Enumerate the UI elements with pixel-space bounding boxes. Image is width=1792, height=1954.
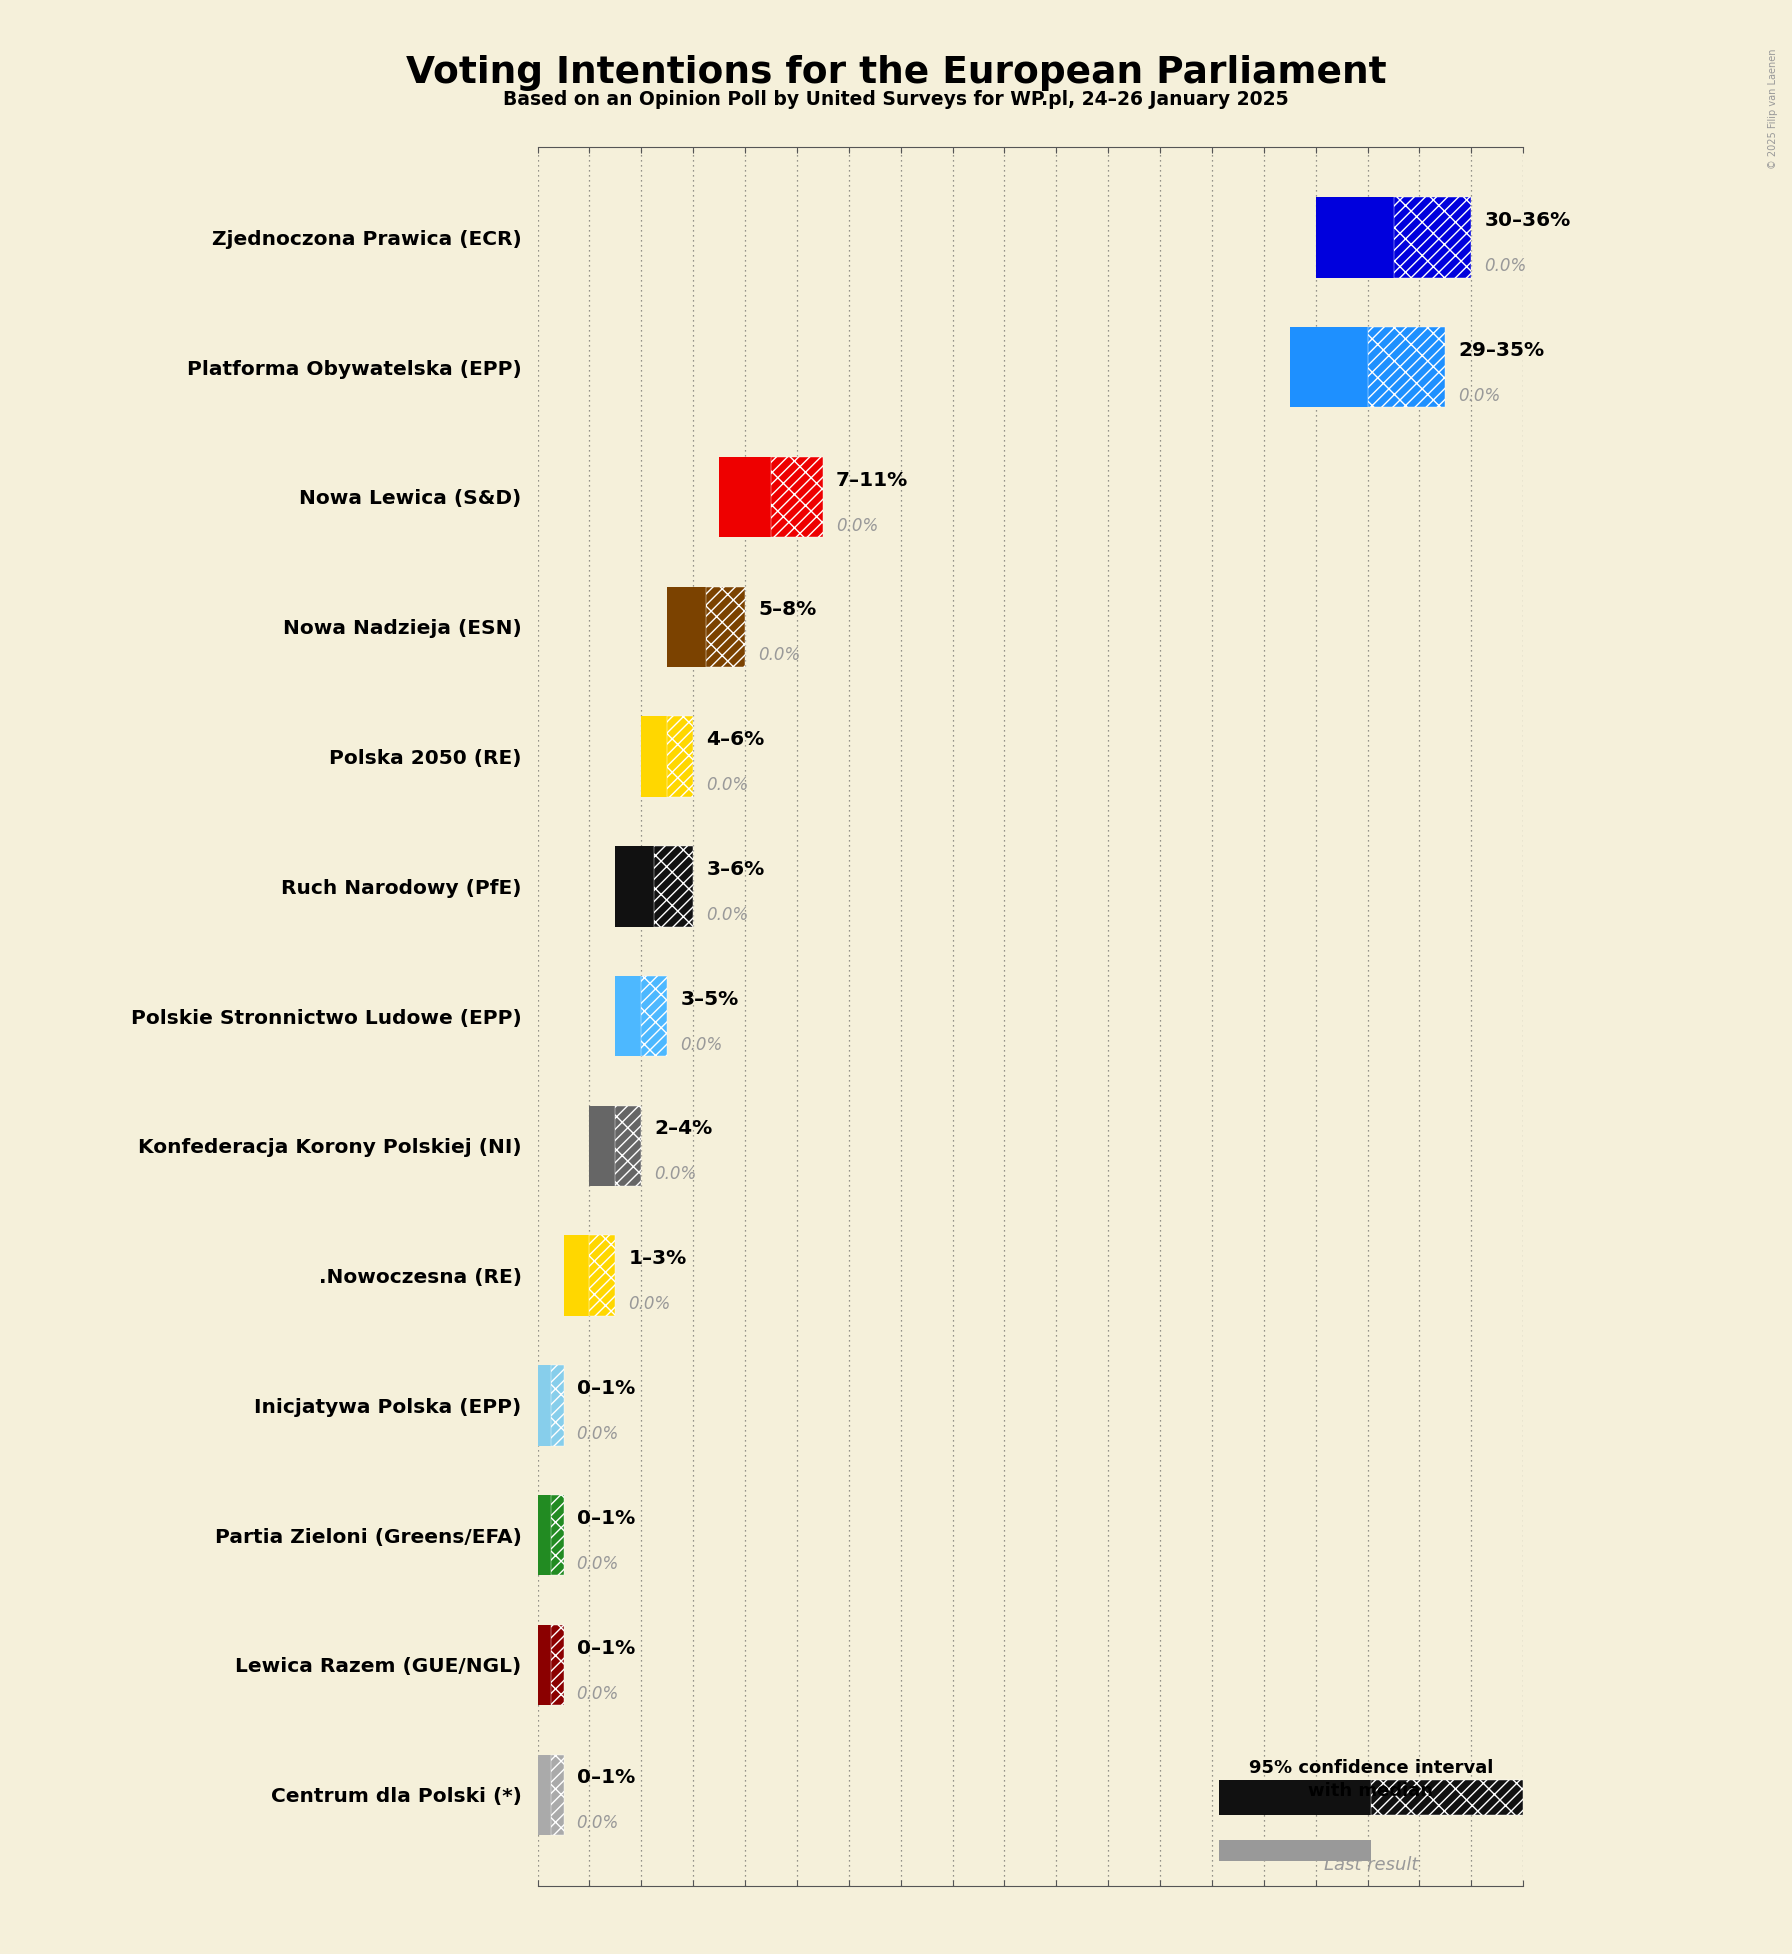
Bar bbox=[1367, 326, 1446, 406]
Text: 3–6%: 3–6% bbox=[706, 860, 765, 879]
Bar bbox=[615, 1106, 642, 1186]
Text: 0.0%: 0.0% bbox=[577, 1424, 618, 1442]
Text: 0.0%: 0.0% bbox=[1459, 387, 1500, 404]
Text: © 2025 Filip van Laenen: © 2025 Filip van Laenen bbox=[1767, 49, 1778, 170]
Text: 1–3%: 1–3% bbox=[629, 1249, 686, 1268]
Text: 0–1%: 0–1% bbox=[577, 1768, 634, 1788]
Text: 0–1%: 0–1% bbox=[577, 1508, 634, 1528]
Text: 0.0%: 0.0% bbox=[577, 1684, 618, 1702]
Bar bbox=[550, 1626, 563, 1706]
Text: 5–8%: 5–8% bbox=[758, 600, 817, 619]
Bar bbox=[1315, 197, 1394, 277]
Bar bbox=[771, 457, 823, 537]
Bar bbox=[563, 1235, 590, 1315]
Bar bbox=[615, 846, 654, 926]
Bar bbox=[1219, 1780, 1371, 1815]
Text: 0.0%: 0.0% bbox=[706, 776, 749, 793]
Bar bbox=[642, 717, 667, 797]
Text: 4–6%: 4–6% bbox=[706, 731, 765, 748]
Bar bbox=[538, 1366, 550, 1446]
Text: 2–4%: 2–4% bbox=[654, 1120, 713, 1139]
Text: 7–11%: 7–11% bbox=[835, 471, 909, 490]
Text: 0.0%: 0.0% bbox=[1484, 256, 1527, 276]
Bar bbox=[667, 586, 706, 666]
Bar bbox=[654, 846, 694, 926]
Bar bbox=[719, 457, 771, 537]
Bar bbox=[538, 1755, 550, 1835]
Bar bbox=[1394, 197, 1471, 277]
Text: 0–1%: 0–1% bbox=[577, 1639, 634, 1657]
Text: 3–5%: 3–5% bbox=[681, 991, 738, 1008]
Text: 0.0%: 0.0% bbox=[629, 1296, 670, 1313]
Bar bbox=[1290, 326, 1367, 406]
Bar bbox=[550, 1755, 563, 1835]
Bar bbox=[538, 1626, 550, 1706]
Bar bbox=[590, 1106, 615, 1186]
Bar bbox=[1219, 1841, 1371, 1860]
Text: Voting Intentions for the European Parliament: Voting Intentions for the European Parli… bbox=[405, 55, 1387, 90]
Bar bbox=[550, 1495, 563, 1575]
Text: 0.0%: 0.0% bbox=[835, 516, 878, 535]
Text: 0.0%: 0.0% bbox=[758, 647, 801, 664]
Text: 29–35%: 29–35% bbox=[1459, 340, 1545, 360]
Text: 0.0%: 0.0% bbox=[577, 1815, 618, 1833]
Bar bbox=[642, 975, 667, 1057]
Text: 0–1%: 0–1% bbox=[577, 1380, 634, 1397]
Bar bbox=[550, 1366, 563, 1446]
Text: 0.0%: 0.0% bbox=[706, 907, 749, 924]
Bar bbox=[1371, 1780, 1523, 1815]
Text: Based on an Opinion Poll by United Surveys for WP.pl, 24–26 January 2025: Based on an Opinion Poll by United Surve… bbox=[504, 90, 1288, 109]
Bar bbox=[615, 975, 642, 1057]
Text: 0.0%: 0.0% bbox=[681, 1036, 722, 1053]
Text: 95% confidence interval: 95% confidence interval bbox=[1249, 1759, 1493, 1776]
Text: 0.0%: 0.0% bbox=[654, 1165, 697, 1184]
Text: 0.0%: 0.0% bbox=[577, 1555, 618, 1573]
Text: Last result: Last result bbox=[1324, 1856, 1417, 1874]
Bar bbox=[667, 717, 694, 797]
Bar bbox=[538, 1495, 550, 1575]
Bar bbox=[590, 1235, 615, 1315]
Bar bbox=[706, 586, 745, 666]
Text: with median: with median bbox=[1308, 1782, 1434, 1800]
Text: 30–36%: 30–36% bbox=[1484, 211, 1570, 231]
